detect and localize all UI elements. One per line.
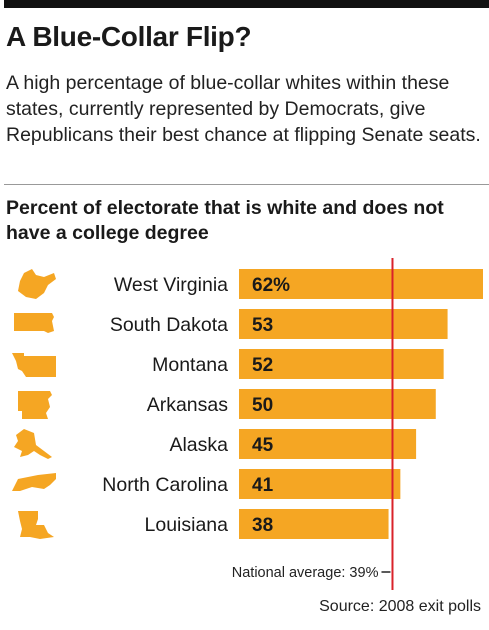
divider bbox=[4, 184, 489, 185]
alaska-shape-icon bbox=[14, 429, 52, 459]
category-label: North Carolina bbox=[102, 474, 228, 496]
arkansas-shape-icon bbox=[18, 391, 52, 419]
category-label: West Virginia bbox=[114, 274, 228, 296]
west-virginia-shape-icon bbox=[18, 269, 56, 299]
value-label: 45 bbox=[252, 435, 274, 456]
category-label: South Dakota bbox=[110, 314, 228, 336]
value-label: 50 bbox=[252, 395, 273, 416]
page-title: A Blue-Collar Flip? bbox=[6, 21, 252, 52]
bar-alaska bbox=[239, 429, 417, 459]
bar-south-dakota bbox=[239, 309, 448, 339]
page-subtitle: A high percentage of blue-collar whites … bbox=[6, 72, 481, 146]
value-label: 52 bbox=[252, 355, 273, 376]
value-label: 62% bbox=[252, 275, 290, 296]
value-label: 41 bbox=[252, 475, 274, 496]
value-label: 53 bbox=[252, 315, 273, 336]
top-rule bbox=[4, 0, 489, 8]
category-label: Louisiana bbox=[145, 514, 229, 536]
south-dakota-shape-icon bbox=[14, 313, 54, 333]
louisiana-shape-icon bbox=[18, 511, 54, 539]
bar-north-carolina bbox=[239, 469, 401, 499]
montana-shape-icon bbox=[12, 353, 56, 377]
bar-arkansas bbox=[239, 389, 436, 419]
chart-title: Percent of electorate that is white and … bbox=[6, 197, 444, 244]
source-note: Source: 2008 exit polls bbox=[319, 598, 481, 615]
value-label: 38 bbox=[252, 515, 273, 536]
bar-louisiana bbox=[239, 509, 389, 539]
national-average-label: National average: 39% bbox=[232, 565, 379, 581]
category-label: Alaska bbox=[169, 434, 228, 456]
category-label: Montana bbox=[152, 354, 228, 376]
north-carolina-shape-icon bbox=[12, 473, 56, 491]
bar-montana bbox=[239, 349, 444, 379]
bar-west-virginia bbox=[239, 269, 483, 299]
category-label: Arkansas bbox=[147, 394, 229, 416]
